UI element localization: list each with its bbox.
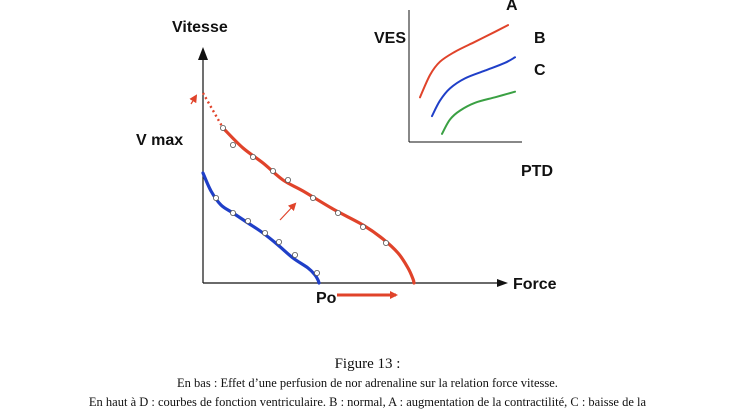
series-blue-point-2 <box>244 217 251 224</box>
series-red-point-6 <box>334 209 341 216</box>
series-blue-point-3 <box>261 229 268 236</box>
force-velocity-chart: Vitesse Force V max Po <box>136 19 557 307</box>
y-axis-arrowhead <box>198 47 208 60</box>
series-red-point-7 <box>359 223 366 230</box>
series-red-point-8 <box>382 239 389 246</box>
series-blue-point-5 <box>291 251 298 258</box>
series-red-point-2 <box>249 153 256 160</box>
series-blue-point-1 <box>229 209 236 216</box>
series-blue-point-6 <box>313 269 320 276</box>
series-red-point-1 <box>229 141 236 148</box>
inset-x-axis-label: PTD <box>521 163 553 180</box>
curve-shift-arrow <box>279 202 297 221</box>
inset-series-c-label: C <box>534 62 546 79</box>
series-blue-point-4 <box>275 238 282 245</box>
inset-series-b-label: B <box>534 30 546 47</box>
series-red-line <box>221 126 416 285</box>
inset-series-a-label: A <box>506 0 518 14</box>
series-red-point-3 <box>269 167 276 174</box>
main-series-layer <box>201 92 416 285</box>
figure-caption-line2: En haut à D : courbes de fonction ventri… <box>88 395 647 409</box>
vmax-label: V max <box>136 132 183 149</box>
series-red-point-5 <box>309 194 316 201</box>
series-red-point-4 <box>284 176 291 183</box>
series-blue-point-0 <box>212 194 219 201</box>
y-axis-label: Vitesse <box>172 19 228 36</box>
vmax-increase-arrow <box>189 94 198 105</box>
series-red-extrapolation <box>201 92 225 129</box>
series-red-point-0 <box>219 125 226 132</box>
x-axis-label: Force <box>513 276 557 293</box>
figure-caption-title: Figure 13 : <box>334 356 401 372</box>
inset-y-axis-label: VES <box>374 30 406 47</box>
inset-series-c-line <box>441 90 516 135</box>
po-label: Po <box>316 290 337 307</box>
inset-series-a-line <box>419 24 509 99</box>
inset-series-b-line <box>431 56 516 118</box>
inset-series-layer: A BC <box>419 0 546 135</box>
ventricular-function-chart: VES PTD A BC <box>374 0 553 180</box>
x-axis-arrowhead <box>497 279 508 287</box>
figure-caption-line1: En bas : Effet d’une perfusion de nor ad… <box>177 376 558 390</box>
